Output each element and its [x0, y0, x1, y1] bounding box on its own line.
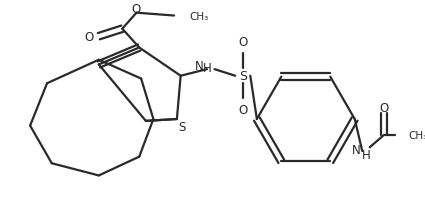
Text: O: O [379, 102, 388, 115]
Text: H: H [362, 149, 370, 162]
Text: CH₃: CH₃ [189, 12, 208, 21]
Text: O: O [85, 30, 94, 43]
Text: N: N [352, 143, 361, 156]
Text: H: H [203, 61, 211, 74]
Text: O: O [132, 4, 141, 16]
Text: S: S [178, 121, 185, 133]
Text: N: N [195, 60, 204, 73]
Text: O: O [238, 36, 247, 49]
Text: S: S [239, 70, 247, 83]
Text: CH₃: CH₃ [408, 130, 425, 140]
Text: O: O [238, 104, 247, 117]
